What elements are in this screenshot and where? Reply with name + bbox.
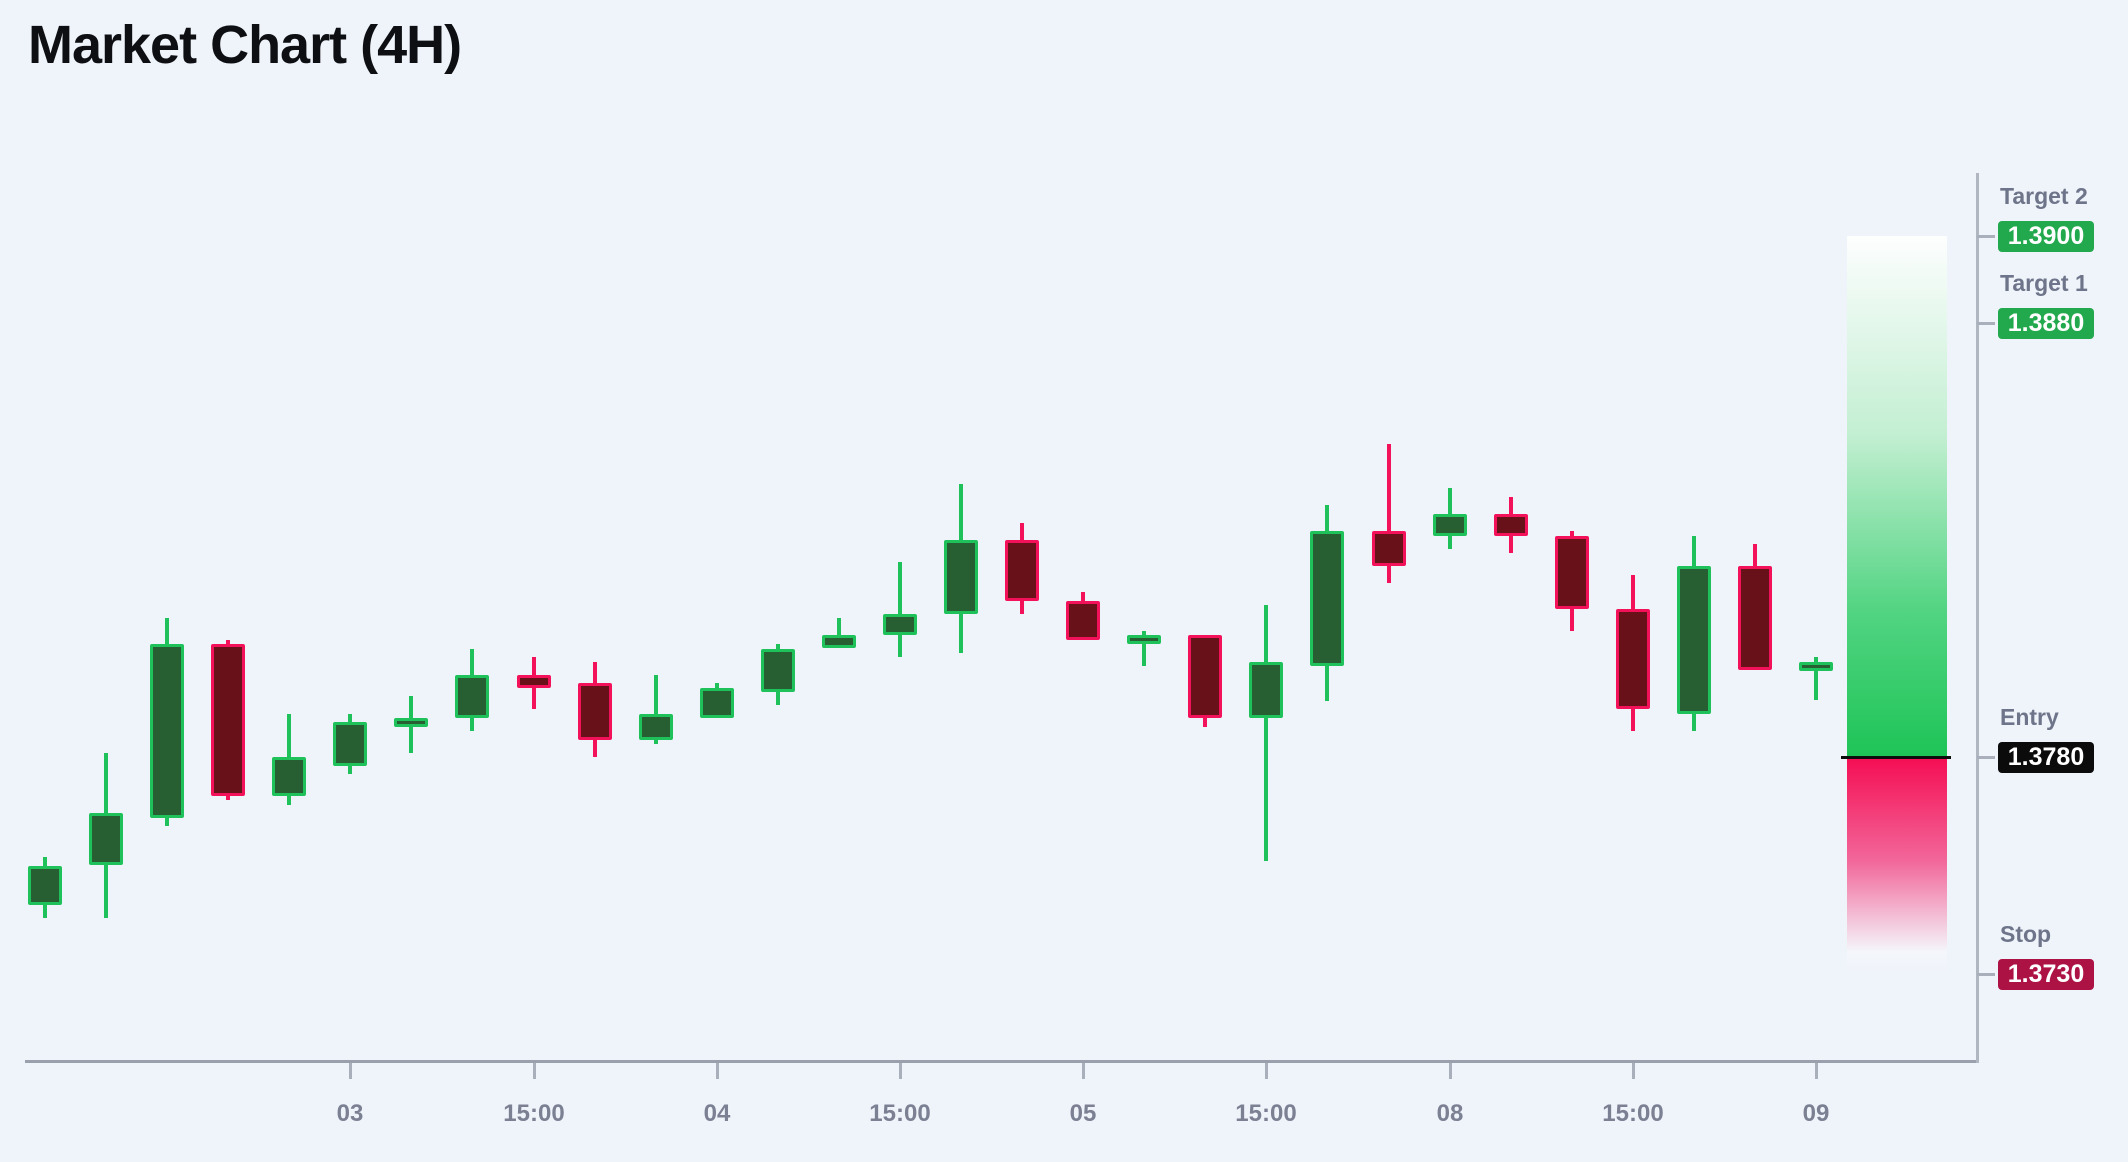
x-axis-label: 15:00: [869, 1100, 931, 1127]
candle-body: [28, 865, 62, 905]
price-axis-tick: [1977, 756, 1995, 759]
candle-body: [272, 757, 306, 797]
candle-body: [1005, 539, 1039, 601]
x-axis-label: 15:00: [503, 1100, 565, 1127]
candle-body: [883, 613, 917, 636]
candle-wick: [654, 674, 658, 744]
level-label-stop: Stop: [2000, 921, 2052, 947]
loss-zone: [1847, 757, 1947, 974]
candle-body: [333, 722, 367, 766]
x-axis-tick: [1082, 1063, 1085, 1079]
candle-body: [822, 635, 856, 649]
candle-body: [1127, 635, 1161, 645]
candle-body: [1494, 513, 1528, 536]
entry-line[interactable]: [1841, 756, 1951, 759]
page-title: Market Chart (4H): [28, 15, 462, 75]
candle-wick: [1142, 631, 1146, 666]
price-axis-tick: [1977, 322, 1995, 325]
candle-body: [1372, 531, 1406, 566]
level-badge-target2[interactable]: 1.3900: [1998, 221, 2094, 252]
x-axis-tick: [716, 1063, 719, 1079]
x-axis-label: 08: [1436, 1100, 1464, 1127]
x-axis-label: 15:00: [1602, 1100, 1664, 1127]
candle-body: [1738, 566, 1772, 671]
price-axis-line: [1976, 173, 1979, 1063]
candle-wick: [1814, 657, 1818, 701]
candle-body: [1433, 513, 1467, 536]
candle-body: [517, 674, 551, 688]
x-axis-tick: [349, 1063, 352, 1079]
candle-body: [211, 644, 245, 797]
x-axis-label: 03: [336, 1100, 364, 1127]
candle-body: [1066, 600, 1100, 640]
candle-wick: [1387, 444, 1391, 584]
candle-wick: [837, 618, 841, 649]
candle-body: [578, 683, 612, 740]
x-axis-tick: [899, 1063, 902, 1079]
candle-body: [1677, 566, 1711, 714]
candle-body: [89, 813, 123, 866]
candle-body: [150, 644, 184, 818]
x-axis-tick: [1815, 1063, 1818, 1079]
candle-body: [761, 648, 795, 692]
candle-body: [455, 674, 489, 718]
x-axis-tick: [1632, 1063, 1635, 1079]
candle-body: [1188, 635, 1222, 718]
level-label-target2: Target 2: [2000, 183, 2088, 209]
price-axis-tick: [1977, 235, 1995, 238]
x-axis-label: 15:00: [1235, 1100, 1297, 1127]
candle-body: [1555, 535, 1589, 610]
x-axis-label: 05: [1069, 1100, 1097, 1127]
price-axis-tick: [1977, 973, 1995, 976]
x-axis-tick: [1449, 1063, 1452, 1079]
level-label-target1: Target 1: [2000, 270, 2088, 296]
candle-body: [944, 539, 978, 614]
level-badge-target1[interactable]: 1.3880: [1998, 308, 2094, 339]
candle-wick: [1264, 605, 1268, 862]
candle-body: [1616, 609, 1650, 710]
level-label-entry: Entry: [2000, 704, 2059, 730]
candle-wick: [898, 561, 902, 658]
level-badge-stop[interactable]: 1.3730: [1998, 959, 2094, 990]
x-axis-line: [25, 1060, 1978, 1063]
x-axis-label: 04: [703, 1100, 731, 1127]
candle-body: [1249, 661, 1283, 718]
x-axis-tick: [1265, 1063, 1268, 1079]
profit-zone: [1847, 236, 1947, 757]
candle-body: [700, 687, 734, 718]
candle-body: [1310, 531, 1344, 666]
x-axis-label: 09: [1802, 1100, 1830, 1127]
candle-body: [639, 713, 673, 740]
candle-body: [1799, 661, 1833, 671]
x-axis-tick: [533, 1063, 536, 1079]
candle-body: [394, 717, 428, 727]
level-badge-entry[interactable]: 1.3780: [1998, 742, 2094, 773]
